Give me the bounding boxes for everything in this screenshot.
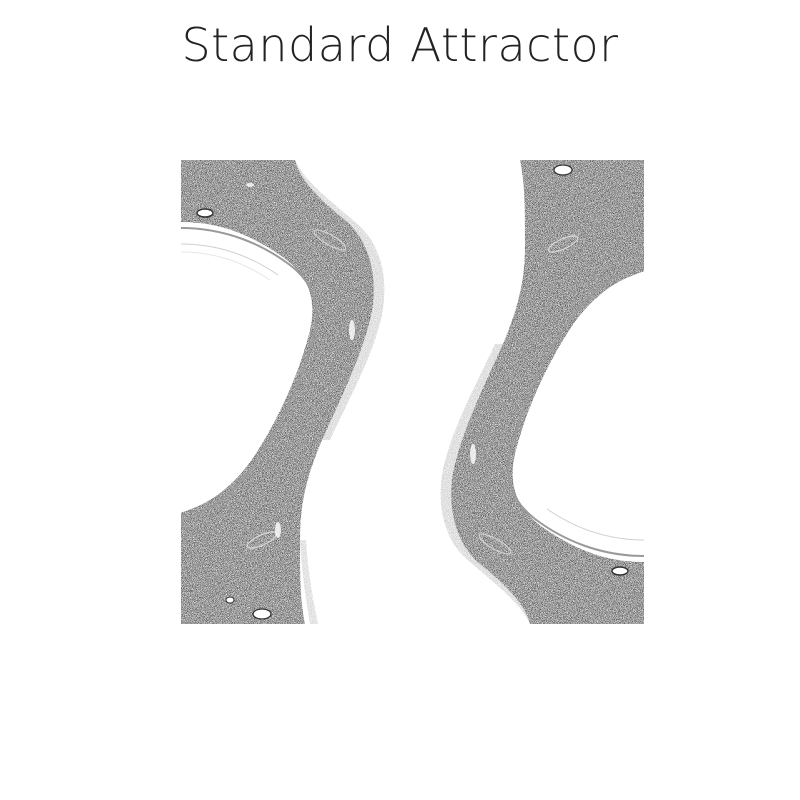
left-chaotic-band	[181, 160, 385, 624]
figure-title: Standard Attractor	[181, 18, 619, 72]
right-chaotic-band	[440, 160, 644, 624]
